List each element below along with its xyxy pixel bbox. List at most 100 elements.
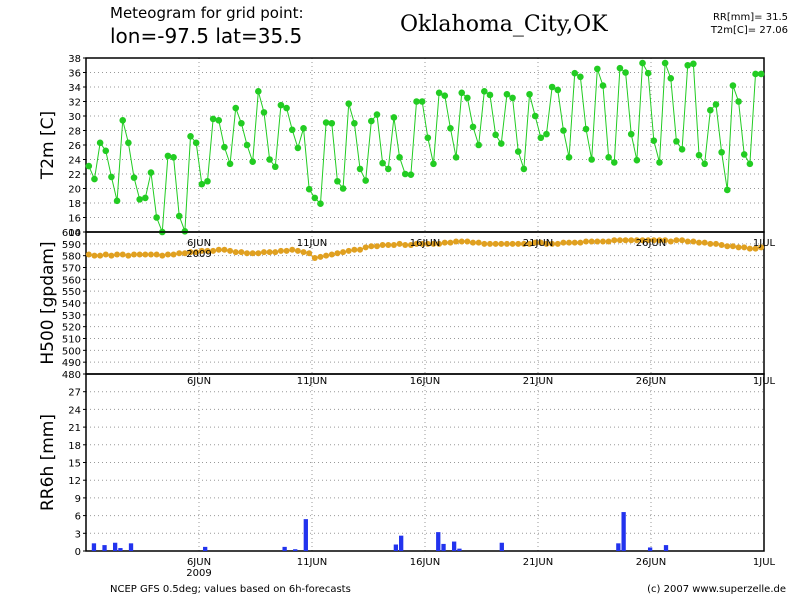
h500-point	[746, 245, 753, 252]
t2m-point	[305, 185, 313, 193]
t2m-point	[571, 69, 579, 77]
h500-point	[317, 253, 324, 260]
h500-point	[424, 240, 431, 247]
t2m-point	[424, 134, 432, 142]
t2m-point	[622, 69, 629, 76]
rr6h-panel: 0 3 6 9 12 15 18 21 24 27 RR6h [mm]	[38, 373, 765, 558]
t2m-point	[170, 154, 177, 161]
h500-point	[238, 249, 245, 256]
t2m-point	[96, 139, 104, 147]
t2m-point	[192, 139, 200, 147]
t2m-series-line	[88, 61, 762, 233]
h500-point	[537, 239, 544, 246]
t2m-point	[577, 73, 584, 81]
h500-ytick-label: 600	[62, 228, 81, 239]
rr6h-bar	[293, 549, 298, 551]
t2m-point	[418, 98, 426, 105]
h500-ytick-label: 560	[62, 275, 81, 286]
x-tick-label: 1JUL	[753, 557, 776, 568]
h500-ytick-label: 570	[62, 264, 81, 275]
t2m-point	[153, 214, 160, 221]
rr6h-bar	[91, 543, 97, 551]
t2m-point	[339, 185, 347, 192]
h500-point	[554, 240, 561, 247]
rr6h-ytick-label: 9	[75, 494, 81, 505]
t2m-point	[204, 177, 211, 185]
t2m-point	[616, 64, 624, 72]
t2m-point	[690, 60, 697, 68]
rr6h-bar	[399, 535, 404, 551]
rr6h-bar	[441, 543, 446, 551]
h500-point	[729, 243, 736, 250]
t2m-point	[752, 70, 759, 78]
h500-point	[260, 249, 267, 256]
t2m-point	[130, 174, 138, 181]
h500-point	[526, 240, 533, 247]
h500-point	[718, 242, 725, 249]
h500-point	[503, 240, 510, 247]
t2m-point	[407, 171, 415, 179]
rr6h-bar	[616, 543, 621, 551]
rr6h-bar	[303, 519, 308, 551]
t2m-point	[125, 139, 132, 147]
h500-point	[125, 252, 132, 259]
t2m-point	[605, 154, 612, 161]
h500-point	[549, 240, 556, 247]
t2m-point	[503, 90, 511, 98]
t2m-point	[232, 104, 240, 112]
t2m-point	[684, 61, 692, 69]
h500-point	[735, 244, 742, 251]
t2m-point	[266, 156, 273, 163]
h500-point	[430, 240, 437, 247]
rr6h-bar	[499, 542, 504, 551]
rr6h-bar	[647, 547, 653, 551]
rr6h-bar	[436, 532, 441, 551]
x-tick-label: 21JUN	[523, 376, 553, 387]
h500-point	[650, 237, 657, 244]
h500-point	[481, 240, 488, 247]
t2m-point	[588, 156, 595, 163]
t2m-point	[695, 151, 703, 159]
h500-ytick-label: 490	[62, 358, 81, 369]
t2m-summary: T2m[C]= 27.06	[710, 25, 788, 36]
t2m-ytick-label: 24	[68, 156, 81, 167]
t2m-point	[707, 106, 714, 114]
rr6h-ytick-label: 21	[68, 423, 81, 434]
x-tick-label: 1JUL	[753, 376, 776, 387]
h500-point	[436, 240, 443, 247]
t2m-point	[673, 138, 680, 145]
t2m-ytick-label: 16	[68, 214, 81, 225]
t2m-point	[187, 133, 194, 140]
t2m-point	[277, 101, 285, 109]
h500-point	[707, 240, 714, 247]
t2m-ytick-label: 14	[68, 228, 81, 239]
x-year-label: 2009	[186, 568, 211, 579]
t2m-point	[599, 82, 607, 89]
h500-point	[560, 239, 567, 246]
copyright-note: (c) 2007 www.superzelle.de	[647, 584, 786, 595]
t2m-point	[514, 148, 522, 155]
rr6h-ytick-label: 12	[68, 476, 81, 487]
h500-point	[662, 237, 669, 244]
t2m-point	[560, 127, 567, 134]
t2m-point	[548, 83, 556, 91]
t2m-point	[362, 177, 369, 184]
t2m-point	[543, 130, 550, 138]
h500-ytick-label: 500	[62, 346, 81, 357]
t2m-ytick-label: 36	[68, 69, 81, 80]
rr6h-bar	[457, 548, 462, 551]
t2m-point	[639, 59, 646, 67]
h500-point	[277, 247, 284, 254]
t2m-point	[164, 152, 172, 160]
h500-point	[147, 251, 154, 258]
t2m-point	[486, 91, 494, 99]
h500-point	[102, 251, 109, 258]
rr6h-ytick-label: 15	[68, 459, 81, 470]
t2m-point	[113, 197, 121, 205]
h500-point	[294, 247, 301, 254]
t2m-ytick-label: 28	[68, 127, 81, 138]
h500-point	[300, 249, 307, 256]
t2m-point	[718, 148, 725, 156]
t2m-point	[458, 89, 466, 97]
h500-ytick-label: 590	[62, 240, 81, 251]
